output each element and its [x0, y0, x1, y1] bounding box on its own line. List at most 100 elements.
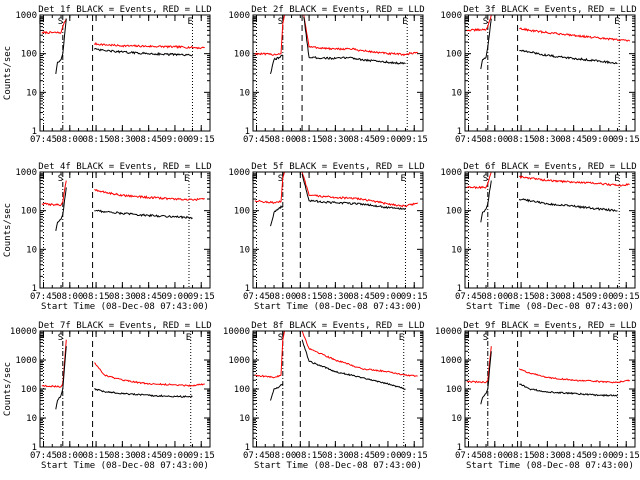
plot-frame	[39, 171, 211, 289]
y-tick-label: 1	[32, 284, 37, 294]
y-tick-label: 10	[26, 88, 37, 98]
event-rate-line	[55, 18, 193, 74]
y-tick-label: 10000	[10, 327, 37, 337]
x-tick-label: 08:00	[56, 135, 83, 145]
event-marker-label: E	[402, 17, 407, 27]
x-tick-label: 08:15	[508, 451, 535, 461]
event-marker-label: S	[278, 333, 283, 343]
plot-frame	[464, 14, 636, 132]
panel-title: Det 9f BLACK = Events, RED = LLD	[463, 321, 636, 331]
y-tick-label: 1	[457, 443, 462, 453]
y-axis-label: Counts/sec	[3, 362, 13, 416]
event-marker-label: E	[614, 174, 619, 184]
x-tick-label: 09:15	[613, 292, 640, 302]
event-rate-line	[480, 180, 618, 223]
x-tick-label: 07:45	[455, 292, 482, 302]
detector-panel-3: Det 3f BLACK = Events, RED = LLD 1 10 100 10…	[440, 5, 639, 145]
x-tick-label: 08:00	[481, 292, 508, 302]
event-marker-label: S	[58, 333, 63, 343]
x-tick-label: 08:45	[135, 451, 162, 461]
x-tick-label: 07:45	[455, 135, 482, 145]
plot-frame	[252, 14, 424, 132]
x-axis-label: Start Time (08-Dec-08 07:43:00)	[254, 461, 422, 471]
lld-rate-line	[41, 180, 205, 207]
event-marker-label: E	[184, 174, 189, 184]
event-marker-label: E	[252, 174, 257, 184]
y-tick-label: 1	[457, 127, 462, 137]
x-tick-label: 08:30	[534, 451, 561, 461]
x-tick-label: 08:15	[83, 451, 110, 461]
x-tick-label: 08:30	[534, 292, 561, 302]
x-tick-label: 07:45	[30, 135, 57, 145]
y-tick-label: 10	[239, 414, 250, 424]
x-tick-label: 08:15	[296, 451, 323, 461]
y-tick-label: 100	[21, 50, 37, 60]
x-tick-label: 09:15	[401, 451, 428, 461]
x-tick-label: 08:00	[56, 292, 83, 302]
event-rate-line	[270, 16, 406, 75]
event-marker-label: S	[278, 17, 283, 27]
x-axis-label: Start Time (08-Dec-08 07:43:00)	[41, 461, 209, 471]
event-marker-label: E	[612, 333, 617, 343]
detector-panel-9: Det 9f BLACK = Events, RED = LLD 1 10 100 10…	[435, 321, 640, 471]
y-tick-label: 1000	[440, 168, 462, 178]
detector-panel-8: Det 8f BLACK = Events, RED = LLD 1 10 100 10…	[223, 321, 428, 471]
y-tick-label: 100	[234, 385, 250, 395]
x-tick-label: 07:45	[243, 292, 270, 302]
x-tick-label: 08:00	[481, 451, 508, 461]
panel-title: Det 4f BLACK = Events, RED = LLD	[38, 162, 211, 172]
y-tick-label: 1	[32, 127, 37, 137]
event-marker-label: E	[464, 333, 469, 343]
x-tick-label: 08:00	[269, 292, 296, 302]
y-tick-label: 100	[234, 50, 250, 60]
detector-panel-7: Det 7f BLACK = Events, RED = LLD 1 10 100 10…	[3, 321, 215, 471]
x-tick-label: 07:45	[243, 135, 270, 145]
event-marker-label: E	[400, 174, 405, 184]
y-axis-label: Counts/sec	[3, 203, 13, 257]
detector-panel-6: Det 6f BLACK = Events, RED = LLD 1 10 100 10…	[440, 162, 639, 312]
y-tick-label: 10000	[223, 327, 250, 337]
y-tick-label: 1000	[15, 356, 37, 366]
x-tick-label: 08:15	[83, 135, 110, 145]
x-tick-label: 09:15	[188, 292, 215, 302]
event-marker-label: E	[399, 333, 404, 343]
x-tick-label: 07:45	[30, 292, 57, 302]
detector-panel-2: Det 2f BLACK = Events, RED = LLD 1 10 100 10…	[228, 5, 427, 145]
event-marker-label: S	[483, 333, 488, 343]
detector-panel-1: Det 1f BLACK = Events, RED = LLD 1 10 100 10…	[3, 5, 215, 145]
event-rate-line	[55, 187, 193, 231]
x-tick-label: 09:00	[161, 292, 188, 302]
x-tick-label: 08:45	[560, 135, 587, 145]
panel-title: Det 2f BLACK = Events, RED = LLD	[251, 5, 424, 15]
y-tick-label: 10	[451, 245, 462, 255]
x-tick-label: 08:30	[109, 135, 136, 145]
lld-rate-line	[254, 15, 418, 57]
x-tick-label: 09:15	[188, 451, 215, 461]
plot-frame	[252, 330, 424, 448]
x-tick-label: 07:45	[455, 451, 482, 461]
y-tick-label: 10	[239, 88, 250, 98]
plot-frame	[464, 171, 636, 289]
plot-frame	[39, 330, 211, 448]
panel-title: Det 6f BLACK = Events, RED = LLD	[463, 162, 636, 172]
x-tick-label: 08:00	[269, 135, 296, 145]
y-tick-label: 10	[26, 414, 37, 424]
y-tick-label: 10	[26, 245, 37, 255]
lld-rate-line	[41, 18, 205, 50]
x-tick-label: 07:45	[243, 451, 270, 461]
x-tick-label: 08:15	[83, 292, 110, 302]
x-tick-label: 09:00	[586, 135, 613, 145]
y-tick-label: 100	[446, 385, 462, 395]
x-tick-label: 09:00	[586, 292, 613, 302]
x-tick-label: 08:30	[109, 451, 136, 461]
event-marker-label: E	[39, 333, 44, 343]
x-tick-label: 08:15	[508, 292, 535, 302]
event-rate-line	[270, 339, 406, 401]
x-tick-label: 08:00	[481, 135, 508, 145]
y-tick-label: 10	[239, 245, 250, 255]
detector-panel-5: Det 5f BLACK = Events, RED = LLD 1 10 100 10…	[228, 162, 427, 312]
lld-rate-line	[254, 172, 419, 208]
event-marker-label: E	[252, 17, 257, 27]
panel-title: Det 1f BLACK = Events, RED = LLD	[38, 5, 211, 15]
